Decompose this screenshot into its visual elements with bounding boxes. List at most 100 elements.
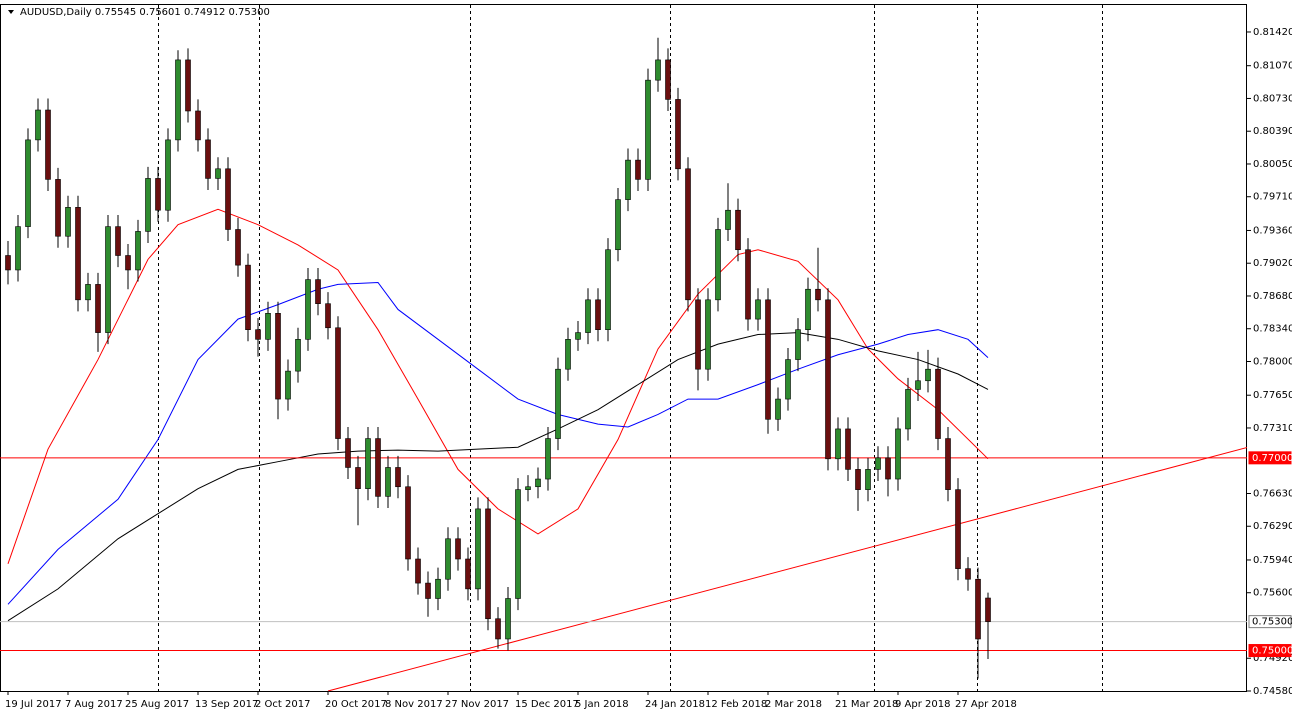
candle-body xyxy=(655,59,661,81)
candle-body xyxy=(555,368,561,439)
x-tick-label: 27 Apr 2018 xyxy=(955,699,1017,710)
x-tick-label: 12 Feb 2018 xyxy=(705,699,767,710)
y-tick-label: 0.77310 xyxy=(1253,423,1292,434)
candle-body xyxy=(775,398,781,420)
level-label: 0.77000 xyxy=(1252,453,1292,464)
x-tick-label: 19 Jul 2017 xyxy=(5,699,62,710)
candle-body xyxy=(605,249,611,330)
candle-body xyxy=(505,598,511,640)
y-tick-label: 0.74580 xyxy=(1253,686,1292,697)
y-tick-label: 0.75600 xyxy=(1253,588,1292,599)
candle-body xyxy=(845,428,851,470)
candle-body xyxy=(115,226,121,256)
candle-body xyxy=(395,467,401,488)
candle-body xyxy=(405,486,411,560)
candle-body xyxy=(315,279,321,304)
candle-body xyxy=(855,469,861,490)
y-tick-label: 0.80390 xyxy=(1253,126,1292,137)
x-tick-label: 25 Aug 2017 xyxy=(125,699,189,710)
candle-body xyxy=(205,139,211,179)
candle-body xyxy=(615,199,621,251)
y-tick-label: 0.78340 xyxy=(1253,324,1292,335)
candle-body xyxy=(685,168,691,301)
candle-body xyxy=(835,428,841,460)
candle-body xyxy=(915,380,921,390)
candle-body xyxy=(245,264,251,330)
x-tick-label: 27 Nov 2017 xyxy=(445,699,509,710)
plot-frame xyxy=(0,4,1247,692)
y-tick-label: 0.80730 xyxy=(1253,93,1292,104)
candle-body xyxy=(135,231,141,271)
candle-body xyxy=(675,99,681,170)
candle-body xyxy=(145,178,151,232)
chart-title: AUDUSD,Daily 0.75545 0.75601 0.74912 0.7… xyxy=(20,7,270,18)
candle-body xyxy=(65,207,71,237)
candle-body xyxy=(375,438,381,497)
candle-body xyxy=(55,179,61,237)
candle-body xyxy=(275,313,281,400)
menu-arrow[interactable] xyxy=(8,10,14,14)
candle-body xyxy=(165,139,171,211)
x-tick-label: 8 Nov 2017 xyxy=(385,699,443,710)
y-tick-label: 0.79710 xyxy=(1253,192,1292,203)
candle-body xyxy=(755,299,761,320)
candle-body xyxy=(525,486,531,490)
candle-body xyxy=(625,159,631,200)
candle-body xyxy=(295,339,301,372)
candle-body xyxy=(495,618,501,640)
candle-body xyxy=(575,332,581,340)
candle-body xyxy=(865,469,871,490)
candle-body xyxy=(985,597,991,622)
x-tick-label: 13 Sep 2017 xyxy=(195,699,258,710)
candle-body xyxy=(455,538,461,560)
level-label: 0.75000 xyxy=(1252,646,1292,657)
candle-body xyxy=(585,299,591,333)
candle-body xyxy=(15,226,21,271)
candle-body xyxy=(465,558,471,590)
candle-body xyxy=(335,327,341,439)
candle-body xyxy=(195,110,201,141)
candle-body xyxy=(765,299,771,420)
candle-body xyxy=(975,578,981,640)
candle-body xyxy=(425,582,431,599)
candle-body xyxy=(235,229,241,266)
level-label-box xyxy=(1248,451,1292,465)
candle-body xyxy=(95,284,101,333)
candle-body xyxy=(385,467,391,497)
candle-body xyxy=(705,299,711,370)
candle-body xyxy=(215,168,221,179)
x-tick-label: 5 Jan 2018 xyxy=(575,699,629,710)
candle-body xyxy=(435,578,441,599)
x-tick-label: 2 Mar 2018 xyxy=(765,699,822,710)
candle-body xyxy=(895,428,901,480)
level-label: 0.75300 xyxy=(1252,617,1292,628)
y-tick-label: 0.81070 xyxy=(1253,61,1292,72)
candle-body xyxy=(445,538,451,580)
candle-body xyxy=(35,109,41,141)
x-tick-label: 20 Oct 2017 xyxy=(325,699,387,710)
moving-average-line xyxy=(7,332,989,622)
candle-body xyxy=(795,329,801,360)
x-tick-label: 15 Dec 2017 xyxy=(515,699,579,710)
candle-body xyxy=(5,255,11,271)
candle-body xyxy=(815,288,821,301)
x-tick-label: 2 Oct 2017 xyxy=(255,699,310,710)
y-tick-label: 0.74920 xyxy=(1253,653,1292,664)
candle-body xyxy=(515,489,521,599)
candle-body xyxy=(825,299,831,460)
y-tick-label: 0.76290 xyxy=(1253,521,1292,532)
level-label-box xyxy=(1248,615,1292,629)
candle-body xyxy=(535,478,541,488)
x-tick-label: 24 Jan 2018 xyxy=(645,699,705,710)
candle-body xyxy=(305,279,311,340)
x-tick-label: 21 Mar 2018 xyxy=(835,699,898,710)
y-tick-label: 0.77650 xyxy=(1253,390,1292,401)
y-tick-label: 0.76630 xyxy=(1253,488,1292,499)
candle-body xyxy=(45,109,51,180)
candle-body xyxy=(155,178,161,211)
candle-body xyxy=(735,209,741,251)
candle-body xyxy=(365,438,371,489)
moving-average-line xyxy=(7,281,989,605)
y-tick-label: 0.78680 xyxy=(1253,291,1292,302)
